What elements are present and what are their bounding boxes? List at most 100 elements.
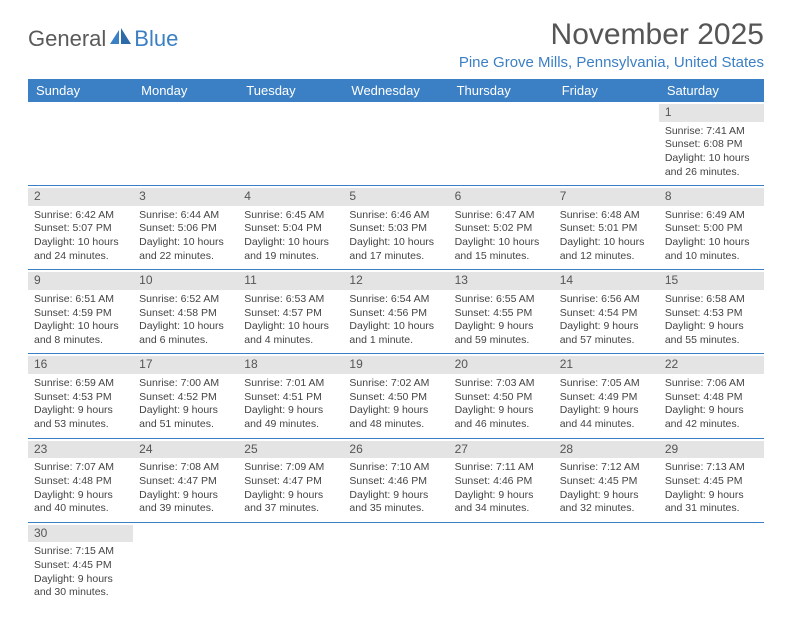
sunrise-line: Sunrise: 7:08 AM <box>139 461 232 475</box>
day-number: 25 <box>238 441 343 459</box>
day-cell-blank <box>449 523 554 606</box>
day-number: 5 <box>343 188 448 206</box>
day-cell-blank <box>554 523 659 606</box>
sunrise-line: Sunrise: 7:07 AM <box>34 461 127 475</box>
calendar-page: General Blue November 2025 Pine Grove Mi… <box>0 0 792 624</box>
day-number: 11 <box>238 272 343 290</box>
day-cell: 2Sunrise: 6:42 AMSunset: 5:07 PMDaylight… <box>28 186 133 269</box>
dow-cell: Saturday <box>659 79 764 102</box>
day-number: 1 <box>659 104 764 122</box>
sunset-line: Sunset: 4:55 PM <box>455 307 548 321</box>
sunrise-line: Sunrise: 7:41 AM <box>665 125 758 139</box>
sunset-line: Sunset: 6:08 PM <box>665 138 758 152</box>
logo-sail-icon <box>110 26 132 52</box>
day-cell: 23Sunrise: 7:07 AMSunset: 4:48 PMDayligh… <box>28 439 133 522</box>
daylight-line: Daylight: 9 hours and 32 minutes. <box>560 489 653 516</box>
week-row: 2Sunrise: 6:42 AMSunset: 5:07 PMDaylight… <box>28 186 764 270</box>
day-number: 20 <box>449 356 554 374</box>
day-number: 16 <box>28 356 133 374</box>
day-cell: 30Sunrise: 7:15 AMSunset: 4:45 PMDayligh… <box>28 523 133 606</box>
day-cell-blank <box>554 102 659 185</box>
day-number: 9 <box>28 272 133 290</box>
sunset-line: Sunset: 5:03 PM <box>349 222 442 236</box>
brand-part1: General <box>28 26 106 52</box>
daylight-line: Daylight: 9 hours and 48 minutes. <box>349 404 442 431</box>
sunrise-line: Sunrise: 6:55 AM <box>455 293 548 307</box>
daylight-line: Daylight: 9 hours and 53 minutes. <box>34 404 127 431</box>
day-cell: 5Sunrise: 6:46 AMSunset: 5:03 PMDaylight… <box>343 186 448 269</box>
day-cell: 4Sunrise: 6:45 AMSunset: 5:04 PMDaylight… <box>238 186 343 269</box>
sunrise-line: Sunrise: 6:53 AM <box>244 293 337 307</box>
sunrise-line: Sunrise: 7:09 AM <box>244 461 337 475</box>
sunrise-line: Sunrise: 6:59 AM <box>34 377 127 391</box>
sunset-line: Sunset: 4:53 PM <box>665 307 758 321</box>
daylight-line: Daylight: 9 hours and 59 minutes. <box>455 320 548 347</box>
day-cell: 20Sunrise: 7:03 AMSunset: 4:50 PMDayligh… <box>449 354 554 437</box>
sunrise-line: Sunrise: 6:42 AM <box>34 209 127 223</box>
day-cell: 3Sunrise: 6:44 AMSunset: 5:06 PMDaylight… <box>133 186 238 269</box>
sunrise-line: Sunrise: 7:10 AM <box>349 461 442 475</box>
sunset-line: Sunset: 4:52 PM <box>139 391 232 405</box>
sunrise-line: Sunrise: 6:48 AM <box>560 209 653 223</box>
daylight-line: Daylight: 9 hours and 46 minutes. <box>455 404 548 431</box>
day-cell: 24Sunrise: 7:08 AMSunset: 4:47 PMDayligh… <box>133 439 238 522</box>
day-number: 21 <box>554 356 659 374</box>
daylight-line: Daylight: 9 hours and 35 minutes. <box>349 489 442 516</box>
day-cell: 15Sunrise: 6:58 AMSunset: 4:53 PMDayligh… <box>659 270 764 353</box>
day-cell-blank <box>659 523 764 606</box>
day-number: 18 <box>238 356 343 374</box>
sunrise-line: Sunrise: 6:45 AM <box>244 209 337 223</box>
day-number: 29 <box>659 441 764 459</box>
day-cell: 18Sunrise: 7:01 AMSunset: 4:51 PMDayligh… <box>238 354 343 437</box>
day-number: 2 <box>28 188 133 206</box>
daylight-line: Daylight: 9 hours and 40 minutes. <box>34 489 127 516</box>
day-cell-blank <box>343 523 448 606</box>
sunset-line: Sunset: 4:46 PM <box>349 475 442 489</box>
day-number: 27 <box>449 441 554 459</box>
sunset-line: Sunset: 4:47 PM <box>244 475 337 489</box>
sunrise-line: Sunrise: 7:11 AM <box>455 461 548 475</box>
location-text: Pine Grove Mills, Pennsylvania, United S… <box>459 54 764 71</box>
sunset-line: Sunset: 4:45 PM <box>560 475 653 489</box>
sunset-line: Sunset: 5:02 PM <box>455 222 548 236</box>
daylight-line: Daylight: 9 hours and 30 minutes. <box>34 573 127 600</box>
day-number: 17 <box>133 356 238 374</box>
day-cell: 17Sunrise: 7:00 AMSunset: 4:52 PMDayligh… <box>133 354 238 437</box>
week-row: 16Sunrise: 6:59 AMSunset: 4:53 PMDayligh… <box>28 354 764 438</box>
day-number: 3 <box>133 188 238 206</box>
day-cell: 28Sunrise: 7:12 AMSunset: 4:45 PMDayligh… <box>554 439 659 522</box>
day-cell-blank <box>449 102 554 185</box>
sunset-line: Sunset: 4:47 PM <box>139 475 232 489</box>
daylight-line: Daylight: 10 hours and 12 minutes. <box>560 236 653 263</box>
sunrise-line: Sunrise: 6:54 AM <box>349 293 442 307</box>
daylight-line: Daylight: 10 hours and 19 minutes. <box>244 236 337 263</box>
calendar-grid: SundayMondayTuesdayWednesdayThursdayFrid… <box>28 79 764 606</box>
day-number: 19 <box>343 356 448 374</box>
week-row: 23Sunrise: 7:07 AMSunset: 4:48 PMDayligh… <box>28 439 764 523</box>
day-cell-blank <box>343 102 448 185</box>
dow-cell: Tuesday <box>238 79 343 102</box>
day-number: 7 <box>554 188 659 206</box>
day-cell: 8Sunrise: 6:49 AMSunset: 5:00 PMDaylight… <box>659 186 764 269</box>
sunrise-line: Sunrise: 6:58 AM <box>665 293 758 307</box>
sunrise-line: Sunrise: 7:15 AM <box>34 545 127 559</box>
day-number: 24 <box>133 441 238 459</box>
day-cell: 26Sunrise: 7:10 AMSunset: 4:46 PMDayligh… <box>343 439 448 522</box>
daylight-line: Daylight: 9 hours and 44 minutes. <box>560 404 653 431</box>
sunset-line: Sunset: 4:54 PM <box>560 307 653 321</box>
day-cell: 11Sunrise: 6:53 AMSunset: 4:57 PMDayligh… <box>238 270 343 353</box>
sunrise-line: Sunrise: 7:02 AM <box>349 377 442 391</box>
day-number: 30 <box>28 525 133 543</box>
day-cell: 13Sunrise: 6:55 AMSunset: 4:55 PMDayligh… <box>449 270 554 353</box>
dow-cell: Friday <box>554 79 659 102</box>
daylight-line: Daylight: 9 hours and 55 minutes. <box>665 320 758 347</box>
daylight-line: Daylight: 9 hours and 57 minutes. <box>560 320 653 347</box>
dow-cell: Sunday <box>28 79 133 102</box>
day-cell: 14Sunrise: 6:56 AMSunset: 4:54 PMDayligh… <box>554 270 659 353</box>
week-row: 9Sunrise: 6:51 AMSunset: 4:59 PMDaylight… <box>28 270 764 354</box>
sunrise-line: Sunrise: 6:49 AM <box>665 209 758 223</box>
sunset-line: Sunset: 4:51 PM <box>244 391 337 405</box>
dow-cell: Monday <box>133 79 238 102</box>
sunset-line: Sunset: 4:48 PM <box>34 475 127 489</box>
day-cell: 9Sunrise: 6:51 AMSunset: 4:59 PMDaylight… <box>28 270 133 353</box>
